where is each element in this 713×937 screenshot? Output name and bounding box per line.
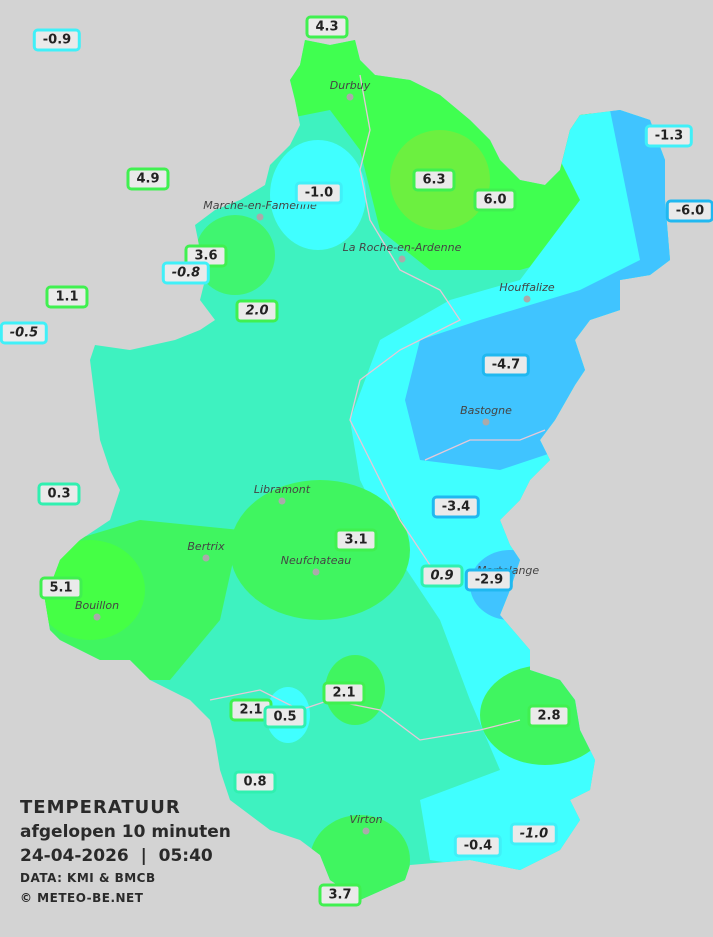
border-line [349, 74, 461, 581]
station-value[interactable]: -0.4 [453, 834, 503, 858]
town-label: Durbuy [329, 79, 371, 92]
town-dot [312, 568, 320, 576]
legend-subtitle: afgelopen 10 minuten [20, 822, 231, 842]
town-dot [278, 497, 286, 505]
station-value[interactable]: 4.9 [126, 167, 170, 191]
town-dot [362, 827, 370, 835]
station-value[interactable]: 2.1 [322, 681, 366, 705]
town-label: Houffalize [499, 281, 555, 294]
warm-zone-libramont [230, 480, 410, 620]
town-label: Marche-en-Famenne [203, 199, 317, 212]
town-dot [93, 613, 101, 621]
station-value[interactable]: 6.0 [473, 188, 517, 212]
station-value[interactable]: -1.0 [294, 181, 344, 205]
station-value[interactable]: -1.0 [509, 822, 559, 846]
warm-zone-marche [195, 215, 275, 295]
town-dot [482, 418, 490, 426]
station-value[interactable]: -3.4 [431, 495, 481, 519]
station-value[interactable]: 0.5 [263, 705, 307, 729]
station-value[interactable]: 4.3 [305, 15, 349, 39]
town-dot [202, 554, 210, 562]
warmest-zone-bouillon [45, 540, 145, 640]
legend: TEMPERATUUR afgelopen 10 minuten 24-04-2… [20, 796, 231, 908]
legend-source: DATA: KMI & BMCB [20, 871, 156, 885]
station-value[interactable]: 3.7 [318, 883, 362, 907]
river-line [424, 429, 546, 461]
station-value[interactable]: -1.3 [644, 124, 694, 148]
legend-title: TEMPERATUUR [20, 797, 181, 818]
station-value[interactable]: 2.8 [527, 704, 571, 728]
station-value[interactable]: -6.0 [665, 199, 713, 223]
town-label: Bastogne [460, 404, 512, 417]
station-value[interactable]: 3.1 [334, 528, 378, 552]
station-value[interactable]: 2.0 [235, 299, 279, 323]
town-dot [523, 295, 531, 303]
town-label: Libramont [253, 483, 311, 496]
station-value[interactable]: 5.1 [39, 576, 83, 600]
town-dot [346, 93, 354, 101]
town-label: Bouillon [74, 599, 120, 612]
station-value[interactable]: 0.8 [233, 770, 277, 794]
station-value[interactable]: 6.3 [412, 168, 456, 192]
legend-copyright: © METEO-BE.NET [20, 891, 144, 905]
town-dot [398, 255, 406, 263]
station-value[interactable]: 0.3 [37, 482, 81, 506]
border-line-south [209, 689, 521, 741]
station-value[interactable]: -0.8 [161, 261, 211, 285]
legend-datetime: 24-04-2026 | 05:40 [20, 846, 213, 866]
warm-zone-virton [310, 815, 410, 900]
town-label: Virton [349, 813, 383, 826]
station-value[interactable]: -2.9 [464, 568, 514, 592]
station-value[interactable]: -4.7 [481, 353, 531, 377]
station-value[interactable]: 1.1 [45, 285, 89, 309]
station-value[interactable]: -0.9 [32, 28, 82, 52]
town-label: Bertrix [187, 540, 225, 553]
town-label: Neufchateau [280, 554, 352, 567]
town-dot [256, 213, 264, 221]
station-value[interactable]: 0.9 [420, 564, 464, 588]
station-value[interactable]: -0.5 [0, 321, 49, 345]
town-label: La Roche-en-Ardenne [342, 241, 462, 254]
